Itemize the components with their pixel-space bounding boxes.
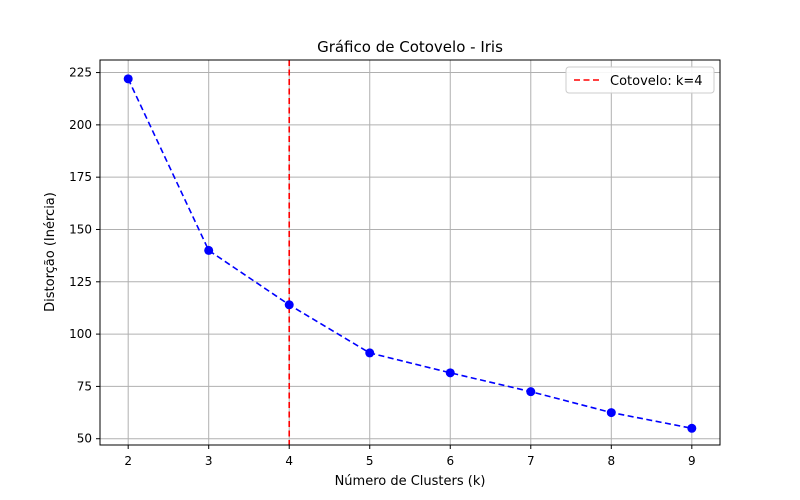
x-tick-label: 2: [124, 454, 132, 468]
chart-title: Gráfico de Cotovelo - Iris: [317, 38, 503, 56]
grid-lines: [100, 60, 720, 445]
x-axis-label: Número de Clusters (k): [335, 474, 486, 489]
data-point: [123, 74, 133, 84]
x-tick-label: 3: [205, 454, 213, 468]
y-tick-label: 50: [77, 432, 92, 446]
legend: Cotovelo: k=4: [565, 66, 715, 94]
y-tick-label: 100: [69, 327, 92, 341]
data-point: [204, 245, 214, 255]
y-axis-label: Distorção (Inércia): [43, 192, 58, 312]
x-tick-label: 4: [285, 454, 293, 468]
data-point: [445, 368, 455, 378]
data-series: [123, 74, 697, 433]
y-tick-label: 175: [69, 170, 92, 184]
data-point: [365, 348, 375, 358]
y-tick-label: 200: [69, 118, 92, 132]
series-line: [127, 78, 692, 430]
x-tick-label: 6: [446, 454, 454, 468]
y-axis-ticks: 50 75 100 125 150 175 200 225: [69, 66, 100, 446]
legend-box: [565, 66, 715, 94]
plot-frame: [99, 59, 721, 446]
x-tick-label: 7: [527, 454, 535, 468]
x-tick-label: 9: [688, 454, 696, 468]
data-point: [606, 408, 616, 418]
y-tick-label: 150: [69, 222, 92, 236]
legend-label: Cotovelo: k=4: [610, 74, 703, 89]
data-point: [526, 387, 536, 397]
data-point: [687, 423, 697, 433]
x-axis-ticks: 2 3 4 5 6 7 8 9: [124, 445, 696, 468]
data-point: [284, 300, 294, 310]
y-tick-label: 75: [77, 379, 92, 393]
y-tick-label: 225: [69, 66, 92, 80]
x-tick-label: 5: [366, 454, 374, 468]
x-tick-label: 8: [607, 454, 615, 468]
y-tick-label: 125: [69, 275, 92, 289]
